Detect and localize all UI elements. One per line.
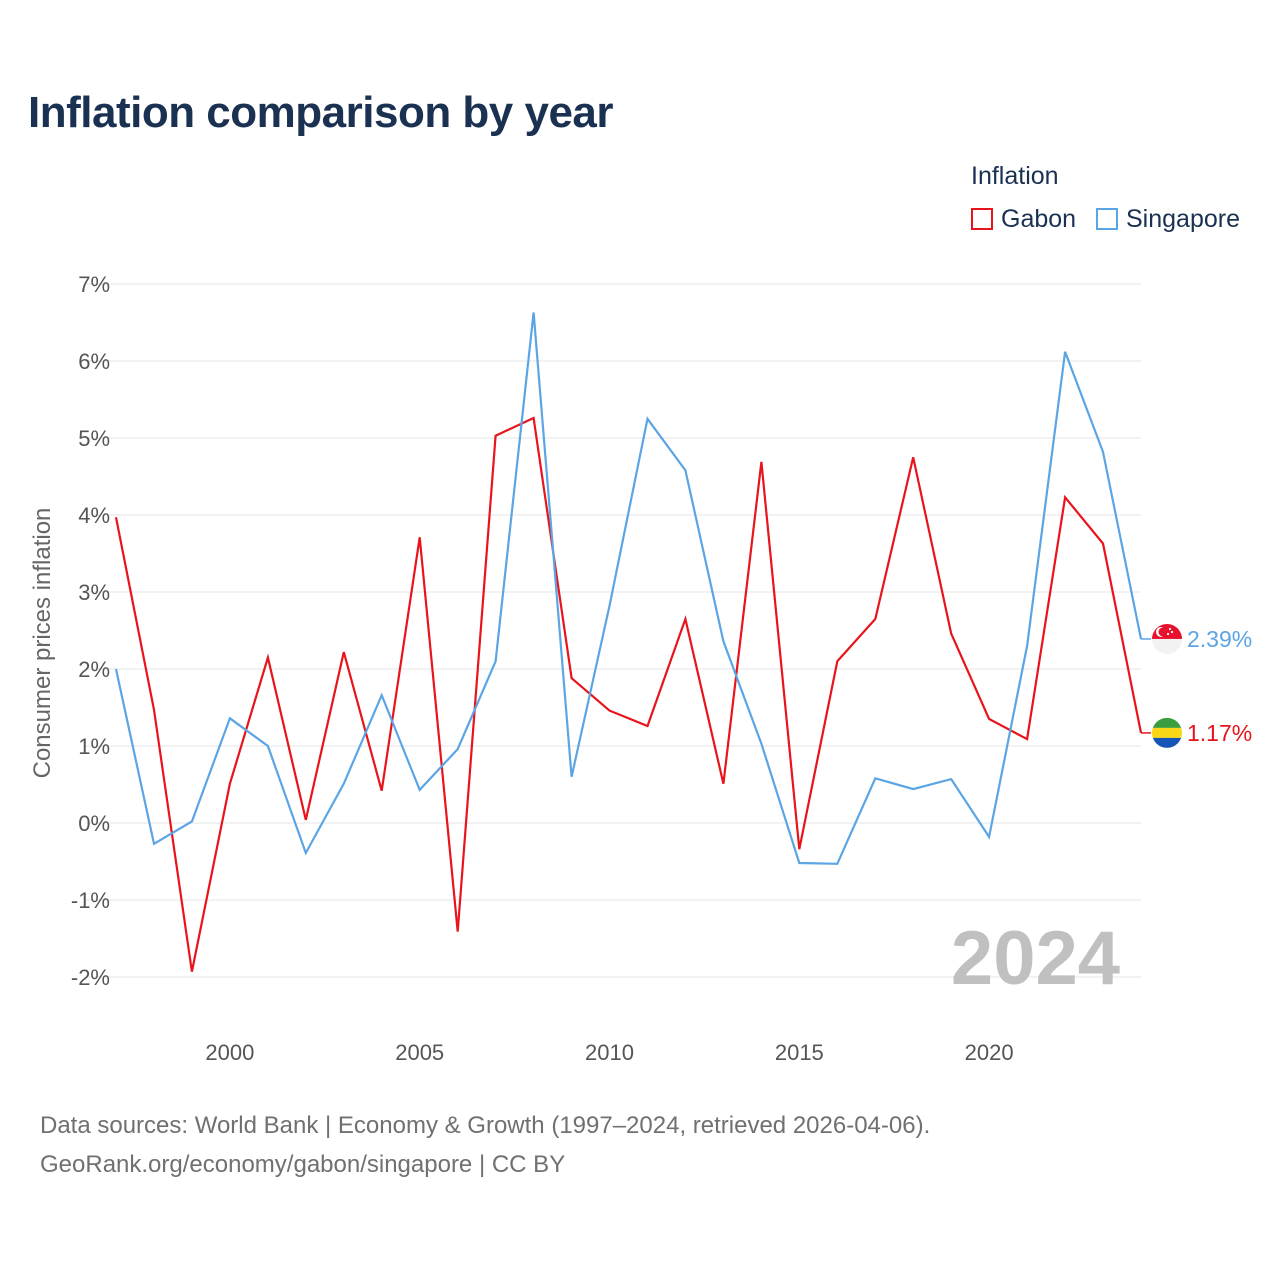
y-axis-label: Consumer prices inflation — [29, 508, 56, 779]
y-tick-label: 1% — [78, 734, 110, 759]
y-tick-label: 3% — [78, 580, 110, 605]
series-line-gabon[interactable] — [114, 416, 1143, 972]
end-label-singapore: 2.39% — [1187, 626, 1252, 652]
y-tick-label: 0% — [78, 811, 110, 836]
footer: Data sources: World Bank | Economy & Gro… — [40, 1106, 930, 1184]
year-watermark: 2024 — [951, 916, 1120, 1001]
y-tick-label: 6% — [78, 349, 110, 374]
y-tick-label: 5% — [78, 426, 110, 451]
x-tick-label: 2015 — [775, 1040, 824, 1065]
y-tick-label: -2% — [71, 965, 110, 990]
y-tick-label: -1% — [71, 888, 110, 913]
gabon-flag-icon — [1152, 717, 1182, 748]
legend-item-singapore[interactable]: Singapore — [1096, 204, 1240, 234]
x-tick-label: 2005 — [395, 1040, 444, 1065]
footer-sources: Data sources: World Bank | Economy & Gro… — [40, 1112, 931, 1139]
footer-credit[interactable]: GeoRank.org/economy/gabon/singapore | CC… — [40, 1151, 566, 1178]
x-tick-label: 2020 — [965, 1040, 1014, 1065]
y-tick-label: 2% — [78, 657, 110, 682]
x-tick-label: 2000 — [205, 1040, 254, 1065]
legend-title: Inflation — [971, 162, 1059, 190]
legend-swatch-gabon — [971, 208, 993, 230]
end-label-gabon: 1.17% — [1187, 720, 1252, 746]
y-axis-ticks: -2% -1% 0% 1% 2% 3% 4% 5% 6% 7% — [71, 272, 110, 990]
series-line-singapore[interactable] — [114, 312, 1143, 865]
chart-title: Inflation comparison by year — [28, 88, 614, 137]
x-axis-ticks: 2000 2005 2010 2015 2020 — [205, 1040, 1013, 1065]
y-tick-label: 7% — [78, 272, 110, 297]
grid-lines — [86, 283, 1141, 978]
end-labels: 1.17% 2.39% — [1141, 623, 1252, 748]
legend-swatch-singapore — [1096, 208, 1118, 230]
legend-label-gabon: Gabon — [1001, 204, 1077, 233]
x-tick-label: 2010 — [585, 1040, 634, 1065]
singapore-flag-icon — [1152, 623, 1182, 654]
y-tick-label: 4% — [78, 503, 110, 528]
legend-item-gabon[interactable]: Gabon — [971, 204, 1076, 234]
series-lines — [114, 312, 1143, 972]
legend-label-singapore: Singapore — [1126, 204, 1240, 233]
